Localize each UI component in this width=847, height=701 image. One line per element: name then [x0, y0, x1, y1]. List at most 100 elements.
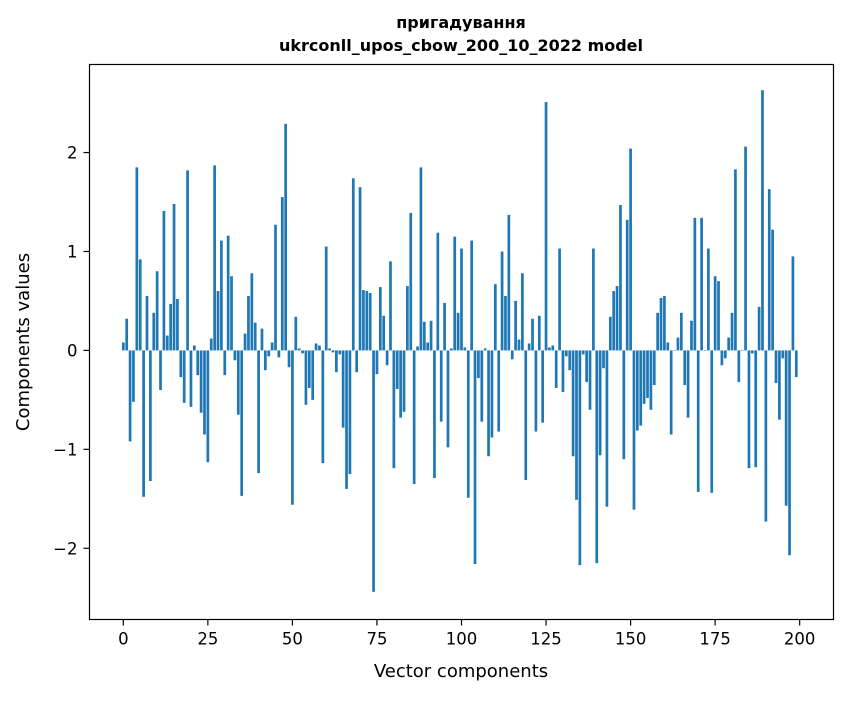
bar-component-42 [264, 350, 267, 371]
bar-component-13 [165, 335, 169, 351]
bar-component-146 [615, 286, 619, 351]
bar-component-170 [696, 350, 700, 492]
bar-component-88 [419, 167, 423, 351]
bar-component-12 [162, 210, 166, 351]
chart-title-line2: ukrconll_upos_cbow_200_10_2022 model [279, 36, 643, 55]
bar-component-167 [686, 350, 690, 418]
bar-component-174 [710, 350, 714, 493]
bar-component-152 [636, 350, 639, 431]
bar-component-9 [152, 312, 156, 351]
bar-component-21 [192, 345, 196, 351]
bar-component-2 [128, 350, 132, 442]
bar-component-64 [338, 350, 342, 355]
bar-component-185 [747, 350, 751, 469]
bar-component-90 [426, 342, 430, 351]
bar-component-136 [581, 350, 585, 355]
bar-component-70 [358, 187, 362, 351]
bar-component-157 [652, 350, 656, 386]
bar-component-18 [182, 350, 186, 403]
bar-component-17 [179, 350, 183, 378]
bar-component-54 [304, 350, 308, 405]
bar-component-63 [335, 350, 338, 373]
bar-component-41 [260, 328, 264, 351]
bar-component-56 [311, 350, 315, 400]
bar-component-69 [355, 350, 359, 373]
bar-component-94 [439, 350, 443, 422]
bar-component-198 [791, 256, 795, 351]
bar-component-120 [527, 343, 531, 351]
bar-component-46 [277, 350, 281, 358]
bar-component-133 [571, 350, 575, 457]
bar-component-45 [274, 224, 277, 351]
bar-component-109 [490, 350, 494, 438]
bar-component-156 [649, 350, 653, 410]
x-tick-label: 75 [366, 630, 387, 649]
bar-component-177 [720, 350, 724, 366]
bar-component-104 [473, 350, 477, 565]
bar-component-131 [564, 350, 568, 357]
bars-group [121, 90, 798, 592]
bar-component-171 [700, 217, 703, 351]
bar-component-199 [794, 350, 798, 378]
bar-component-73 [368, 293, 372, 351]
bar-component-159 [659, 297, 663, 351]
bar-component-189 [761, 90, 764, 351]
bar-component-62 [331, 350, 335, 353]
bar-component-19 [186, 170, 189, 351]
bar-component-52 [297, 348, 301, 351]
bar-component-196 [784, 350, 788, 506]
bar-component-153 [639, 350, 643, 426]
bar-component-176 [717, 281, 720, 351]
bar-component-81 [395, 350, 399, 389]
bar-component-15 [172, 203, 176, 351]
bar-component-34 [236, 350, 240, 415]
bar-component-92 [433, 350, 436, 479]
bar-component-23 [199, 350, 203, 413]
bar-component-98 [453, 236, 457, 351]
bar-component-95 [443, 302, 446, 351]
bar-component-10 [155, 271, 159, 351]
bar-component-76 [378, 287, 382, 351]
bar-component-20 [189, 350, 193, 407]
bar-component-169 [693, 217, 697, 351]
bar-component-49 [287, 350, 291, 368]
bar-component-100 [460, 248, 463, 351]
bar-component-5 [138, 259, 142, 351]
bar-component-110 [493, 284, 497, 351]
bar-component-123 [537, 315, 541, 351]
bar-component-55 [307, 350, 311, 388]
bar-component-154 [642, 350, 646, 404]
bar-component-128 [554, 350, 558, 388]
bar-component-103 [470, 240, 473, 351]
bar-component-142 [602, 350, 605, 369]
bar-component-44 [270, 342, 274, 351]
bar-component-143 [605, 350, 609, 507]
bar-component-71 [362, 290, 365, 351]
bar-component-139 [592, 248, 595, 351]
bar-component-53 [301, 350, 304, 354]
bar-component-137 [585, 350, 588, 383]
bar-component-190 [764, 350, 768, 522]
bar-component-28 [216, 291, 220, 351]
bar-component-85 [409, 212, 413, 351]
bar-component-37 [247, 296, 250, 351]
bar-component-87 [416, 346, 419, 351]
bar-component-108 [487, 350, 490, 457]
bar-component-61 [328, 348, 331, 351]
bar-component-197 [788, 350, 791, 556]
bar-component-134 [575, 350, 578, 500]
bar-component-173 [707, 248, 710, 351]
bar-component-93 [436, 232, 440, 351]
bar-component-135 [578, 350, 582, 566]
bar-component-77 [382, 315, 386, 351]
bar-component-4 [135, 167, 139, 351]
bar-component-59 [321, 350, 325, 464]
x-tick-label: 0 [118, 630, 129, 649]
bar-component-29 [220, 240, 223, 351]
bar-component-26 [209, 338, 213, 351]
bar-component-179 [727, 337, 731, 351]
bar-component-168 [690, 320, 693, 351]
bar-component-51 [294, 316, 298, 351]
bar-component-14 [169, 303, 173, 351]
bar-component-99 [456, 312, 460, 351]
